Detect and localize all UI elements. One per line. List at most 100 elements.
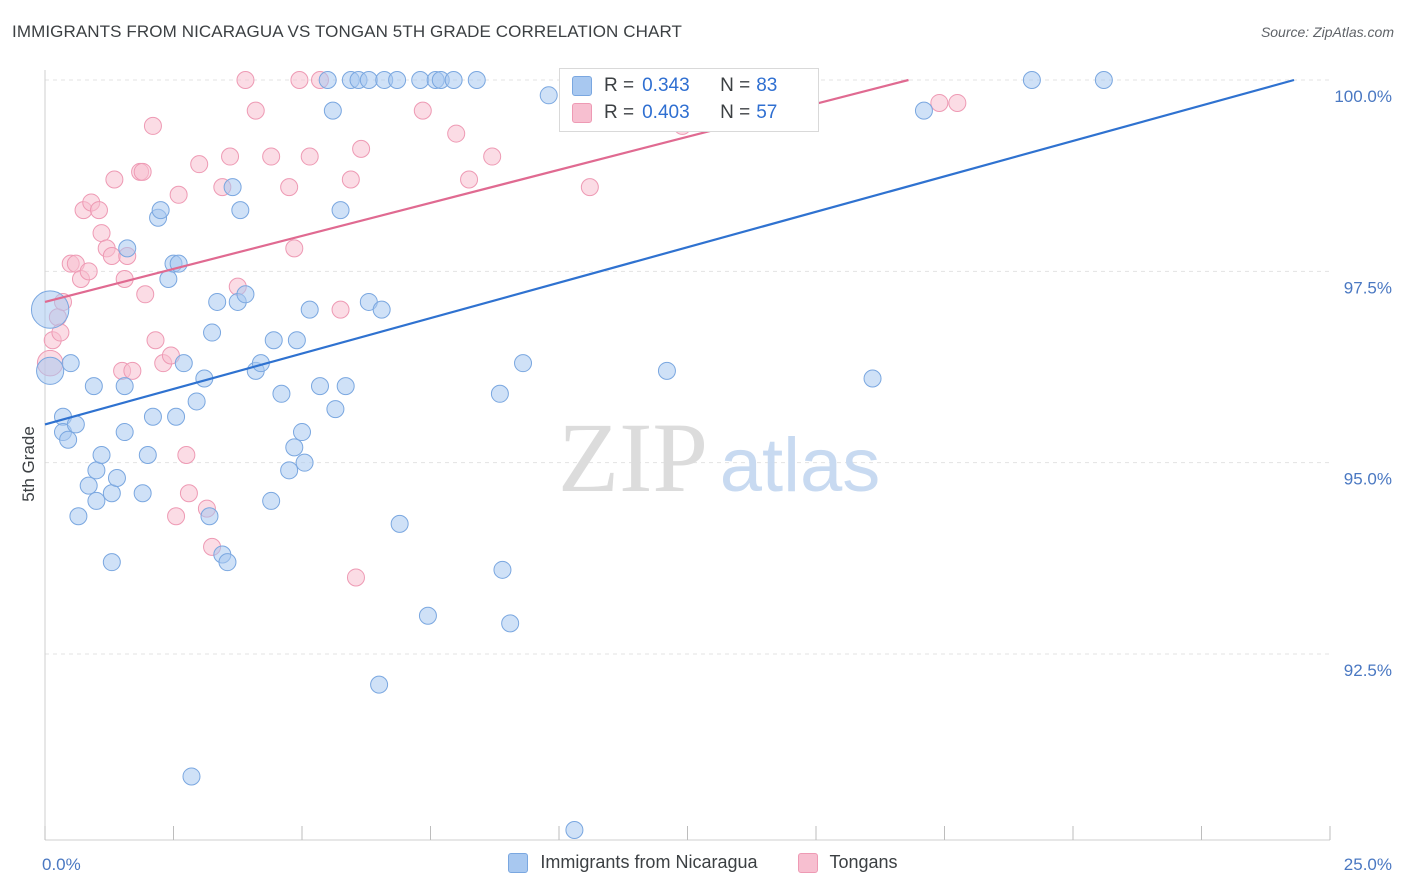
nicaragua-point [107, 468, 126, 487]
tongan-point [413, 101, 432, 120]
tongan-legend-swatch [797, 852, 818, 873]
tongan-point [105, 170, 124, 189]
nicaragua-point [79, 476, 98, 495]
r-label: R = [604, 102, 635, 123]
nicaragua-point [69, 507, 88, 526]
nicaragua-point [59, 430, 78, 449]
tongan-point [92, 224, 111, 243]
nicaragua-point [285, 438, 304, 457]
nicaragua-points [30, 71, 1113, 840]
nicaragua-point [231, 201, 250, 220]
tongan-point [352, 139, 371, 158]
tongan-point [177, 446, 196, 465]
nicaragua-point [300, 300, 319, 319]
y-tick-label: 92.5% [1344, 661, 1392, 680]
nicaragua-point [218, 553, 237, 572]
nicaragua-point [167, 407, 186, 426]
nicaragua-point [264, 331, 283, 350]
n-label: N = [720, 75, 751, 96]
tongan-points [36, 71, 967, 587]
nicaragua-point [323, 101, 342, 120]
nicaragua-point [159, 269, 178, 288]
nicaragua-point [223, 178, 242, 197]
nicaragua-point [1022, 71, 1041, 89]
y-axis-label: 5th Grade [19, 426, 38, 502]
nicaragua-point [295, 453, 314, 472]
stats-legend: R = 0.343 N = 83 R = 0.403 N = 57 [559, 68, 819, 132]
tongan-point [167, 507, 186, 526]
nicaragua-point [280, 461, 299, 480]
tongan-point [179, 484, 198, 503]
nicaragua-point [61, 354, 80, 373]
legend-label: Tongans [829, 852, 898, 872]
nicaragua-point [418, 606, 437, 625]
watermark: ZIP atlas [558, 402, 880, 513]
nicaragua-legend-swatch [508, 852, 529, 873]
nicaragua-point [143, 407, 162, 426]
x-tick-label: 25.0% [1344, 855, 1392, 874]
nicaragua-point [208, 292, 227, 311]
y-tick-label: 100.0% [1334, 87, 1392, 106]
nicaragua-point [187, 392, 206, 411]
tongan-point [79, 262, 98, 281]
tongan-point [146, 331, 165, 350]
nicaragua-point [92, 446, 111, 465]
nicaragua-point [370, 675, 389, 694]
nicaragua-point [565, 821, 584, 840]
grid-lines [45, 79, 1330, 655]
trend-line [44, 78, 1295, 426]
tongan-point [221, 147, 240, 166]
tongan-point [300, 147, 319, 166]
nicaragua-point [863, 369, 882, 388]
nicaragua-point [133, 484, 152, 503]
nicaragua-point [87, 461, 106, 480]
tongan-point [290, 71, 309, 89]
nicaragua-point [236, 285, 255, 304]
nicaragua-point [262, 491, 281, 510]
watermark-atlas: atlas [720, 423, 881, 508]
tongan-point [236, 71, 255, 89]
source-label: Source: ZipAtlas.com [1260, 24, 1394, 40]
nicaragua-point [115, 423, 134, 442]
tongan-swatch [572, 103, 592, 123]
nicaragua-point [1094, 71, 1113, 89]
chart-title: IMMIGRANTS FROM NICARAGUA VS TONGAN 5TH … [12, 22, 683, 41]
legend-item-tongans[interactable]: Tongans [797, 852, 898, 873]
y-tick-label: 97.5% [1344, 278, 1392, 297]
tongan-point [262, 147, 281, 166]
tongan-point [285, 239, 304, 258]
tongan-point [89, 201, 108, 220]
x-tick-label: 0.0% [42, 855, 81, 874]
nicaragua-point [359, 71, 378, 89]
nicaragua-point [326, 400, 345, 419]
r-value: 0.403 [642, 102, 690, 123]
watermark-zip: ZIP [558, 402, 708, 513]
legend-item-nicaragua[interactable]: Immigrants from Nicaragua [508, 852, 758, 873]
legend-label: Immigrants from Nicaragua [540, 852, 758, 872]
nicaragua-point [272, 384, 291, 403]
r-value: 0.343 [642, 75, 690, 96]
tongan-point [580, 178, 599, 197]
nicaragua-point [514, 354, 533, 373]
nicaragua-point [203, 323, 222, 342]
nicaragua-point [84, 377, 103, 396]
nicaragua-point [331, 201, 350, 220]
nicaragua-point [102, 484, 121, 503]
legend-row-nicaragua: R = 0.343 N = 83 [572, 73, 777, 99]
tick-labels: 92.5% 95.0% 97.5% 100.0% 0.0% 25.0% [42, 87, 1392, 874]
nicaragua-point [336, 377, 355, 396]
n-value: 83 [756, 75, 778, 96]
tongan-point [246, 101, 265, 120]
axes [44, 70, 1331, 841]
nicaragua-point [390, 514, 409, 533]
tongan-point [123, 361, 142, 380]
n-value: 57 [756, 102, 778, 123]
tongan-point [133, 162, 152, 181]
legend-row-tongan: R = 0.403 N = 57 [572, 100, 777, 126]
tongan-point [483, 147, 502, 166]
nicaragua-point [501, 614, 520, 633]
tongan-point [460, 170, 479, 189]
tongan-point [331, 300, 350, 319]
nicaragua-point [490, 384, 509, 403]
